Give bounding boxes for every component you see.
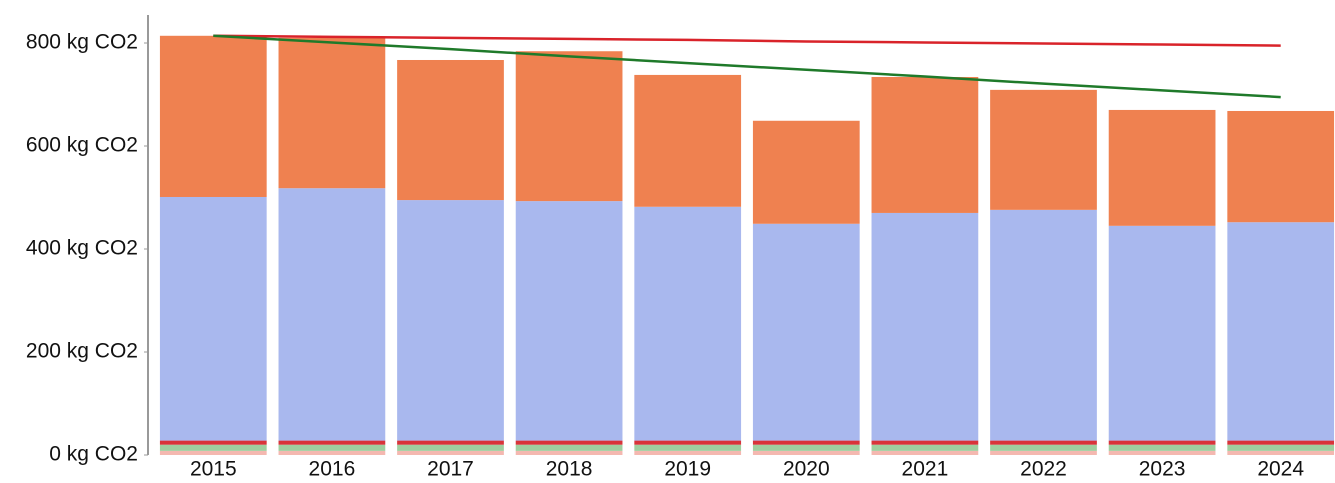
- bar-segment: [515, 440, 623, 445]
- y-tick-label: 800 kg CO2: [26, 31, 138, 54]
- trend-line: [213, 34, 1281, 47]
- bar-segment: [159, 450, 267, 455]
- bar-segment: [1227, 444, 1335, 451]
- bar-segment: [990, 450, 1097, 455]
- x-tick-label: 2023: [1139, 458, 1186, 481]
- bar-segment: [397, 444, 504, 451]
- bar-segment: [990, 89, 1097, 210]
- bar-segment: [397, 450, 504, 455]
- bar-segment: [752, 120, 860, 224]
- bar-segment: [752, 450, 860, 455]
- bar-segment: [278, 440, 386, 445]
- x-tick-label: 2024: [1257, 458, 1304, 481]
- bar-segment: [515, 51, 623, 202]
- bar-segment: [752, 440, 860, 445]
- bar-segment: [752, 223, 860, 441]
- bar-segment: [278, 188, 386, 441]
- bar-segment: [871, 450, 979, 455]
- bar-segment: [515, 201, 623, 441]
- trend-line: [213, 34, 1281, 99]
- bar-segment: [1108, 444, 1216, 451]
- bar-segment: [278, 444, 386, 451]
- x-tick-label: 2018: [546, 458, 593, 481]
- y-tick-label: 0 kg CO2: [49, 443, 138, 466]
- y-tick-label: 600 kg CO2: [26, 134, 138, 157]
- bar-segment: [752, 444, 860, 451]
- bar-segment: [634, 206, 742, 441]
- bar-segment: [1227, 440, 1335, 445]
- bar-segment: [159, 444, 267, 451]
- bar-segment: [1108, 450, 1216, 455]
- bar-segment: [397, 440, 504, 445]
- x-tick-label: 2015: [190, 458, 237, 481]
- bar-segment: [397, 59, 504, 201]
- bar-segment: [990, 440, 1097, 445]
- bar-segment: [1108, 225, 1216, 441]
- bar-segment: [1108, 440, 1216, 445]
- x-tick-label: 2017: [427, 458, 474, 481]
- x-tick-label: 2019: [664, 458, 711, 481]
- x-tick-label: 2020: [783, 458, 830, 481]
- bar-segment: [515, 450, 623, 455]
- bar-segment: [159, 196, 267, 441]
- bar-segment: [515, 444, 623, 451]
- bar-segment: [871, 212, 979, 441]
- bar-segment: [397, 200, 504, 441]
- y-tick-label: 400 kg CO2: [26, 237, 138, 260]
- bar-segment: [634, 444, 742, 451]
- bar-segment: [634, 74, 742, 207]
- bar-segment: [871, 444, 979, 451]
- bar-segment: [159, 440, 267, 445]
- y-tick-label: 200 kg CO2: [26, 340, 138, 363]
- bar-segment: [634, 450, 742, 455]
- bar-segment: [1227, 110, 1335, 223]
- x-tick-label: 2016: [309, 458, 356, 481]
- x-tick-label: 2021: [902, 458, 949, 481]
- bar-segment: [278, 37, 386, 189]
- bar-segment: [990, 444, 1097, 451]
- bar-segment: [278, 450, 386, 455]
- bar-segment: [1227, 450, 1335, 455]
- x-tick-label: 2022: [1020, 458, 1067, 481]
- bar-segment: [871, 76, 979, 213]
- bar-segment: [634, 440, 742, 445]
- bar-segment: [990, 209, 1097, 441]
- bar-segment: [871, 440, 979, 445]
- bar-segment: [1108, 109, 1216, 226]
- bar-segment: [1227, 222, 1335, 441]
- bar-segment: [159, 35, 267, 197]
